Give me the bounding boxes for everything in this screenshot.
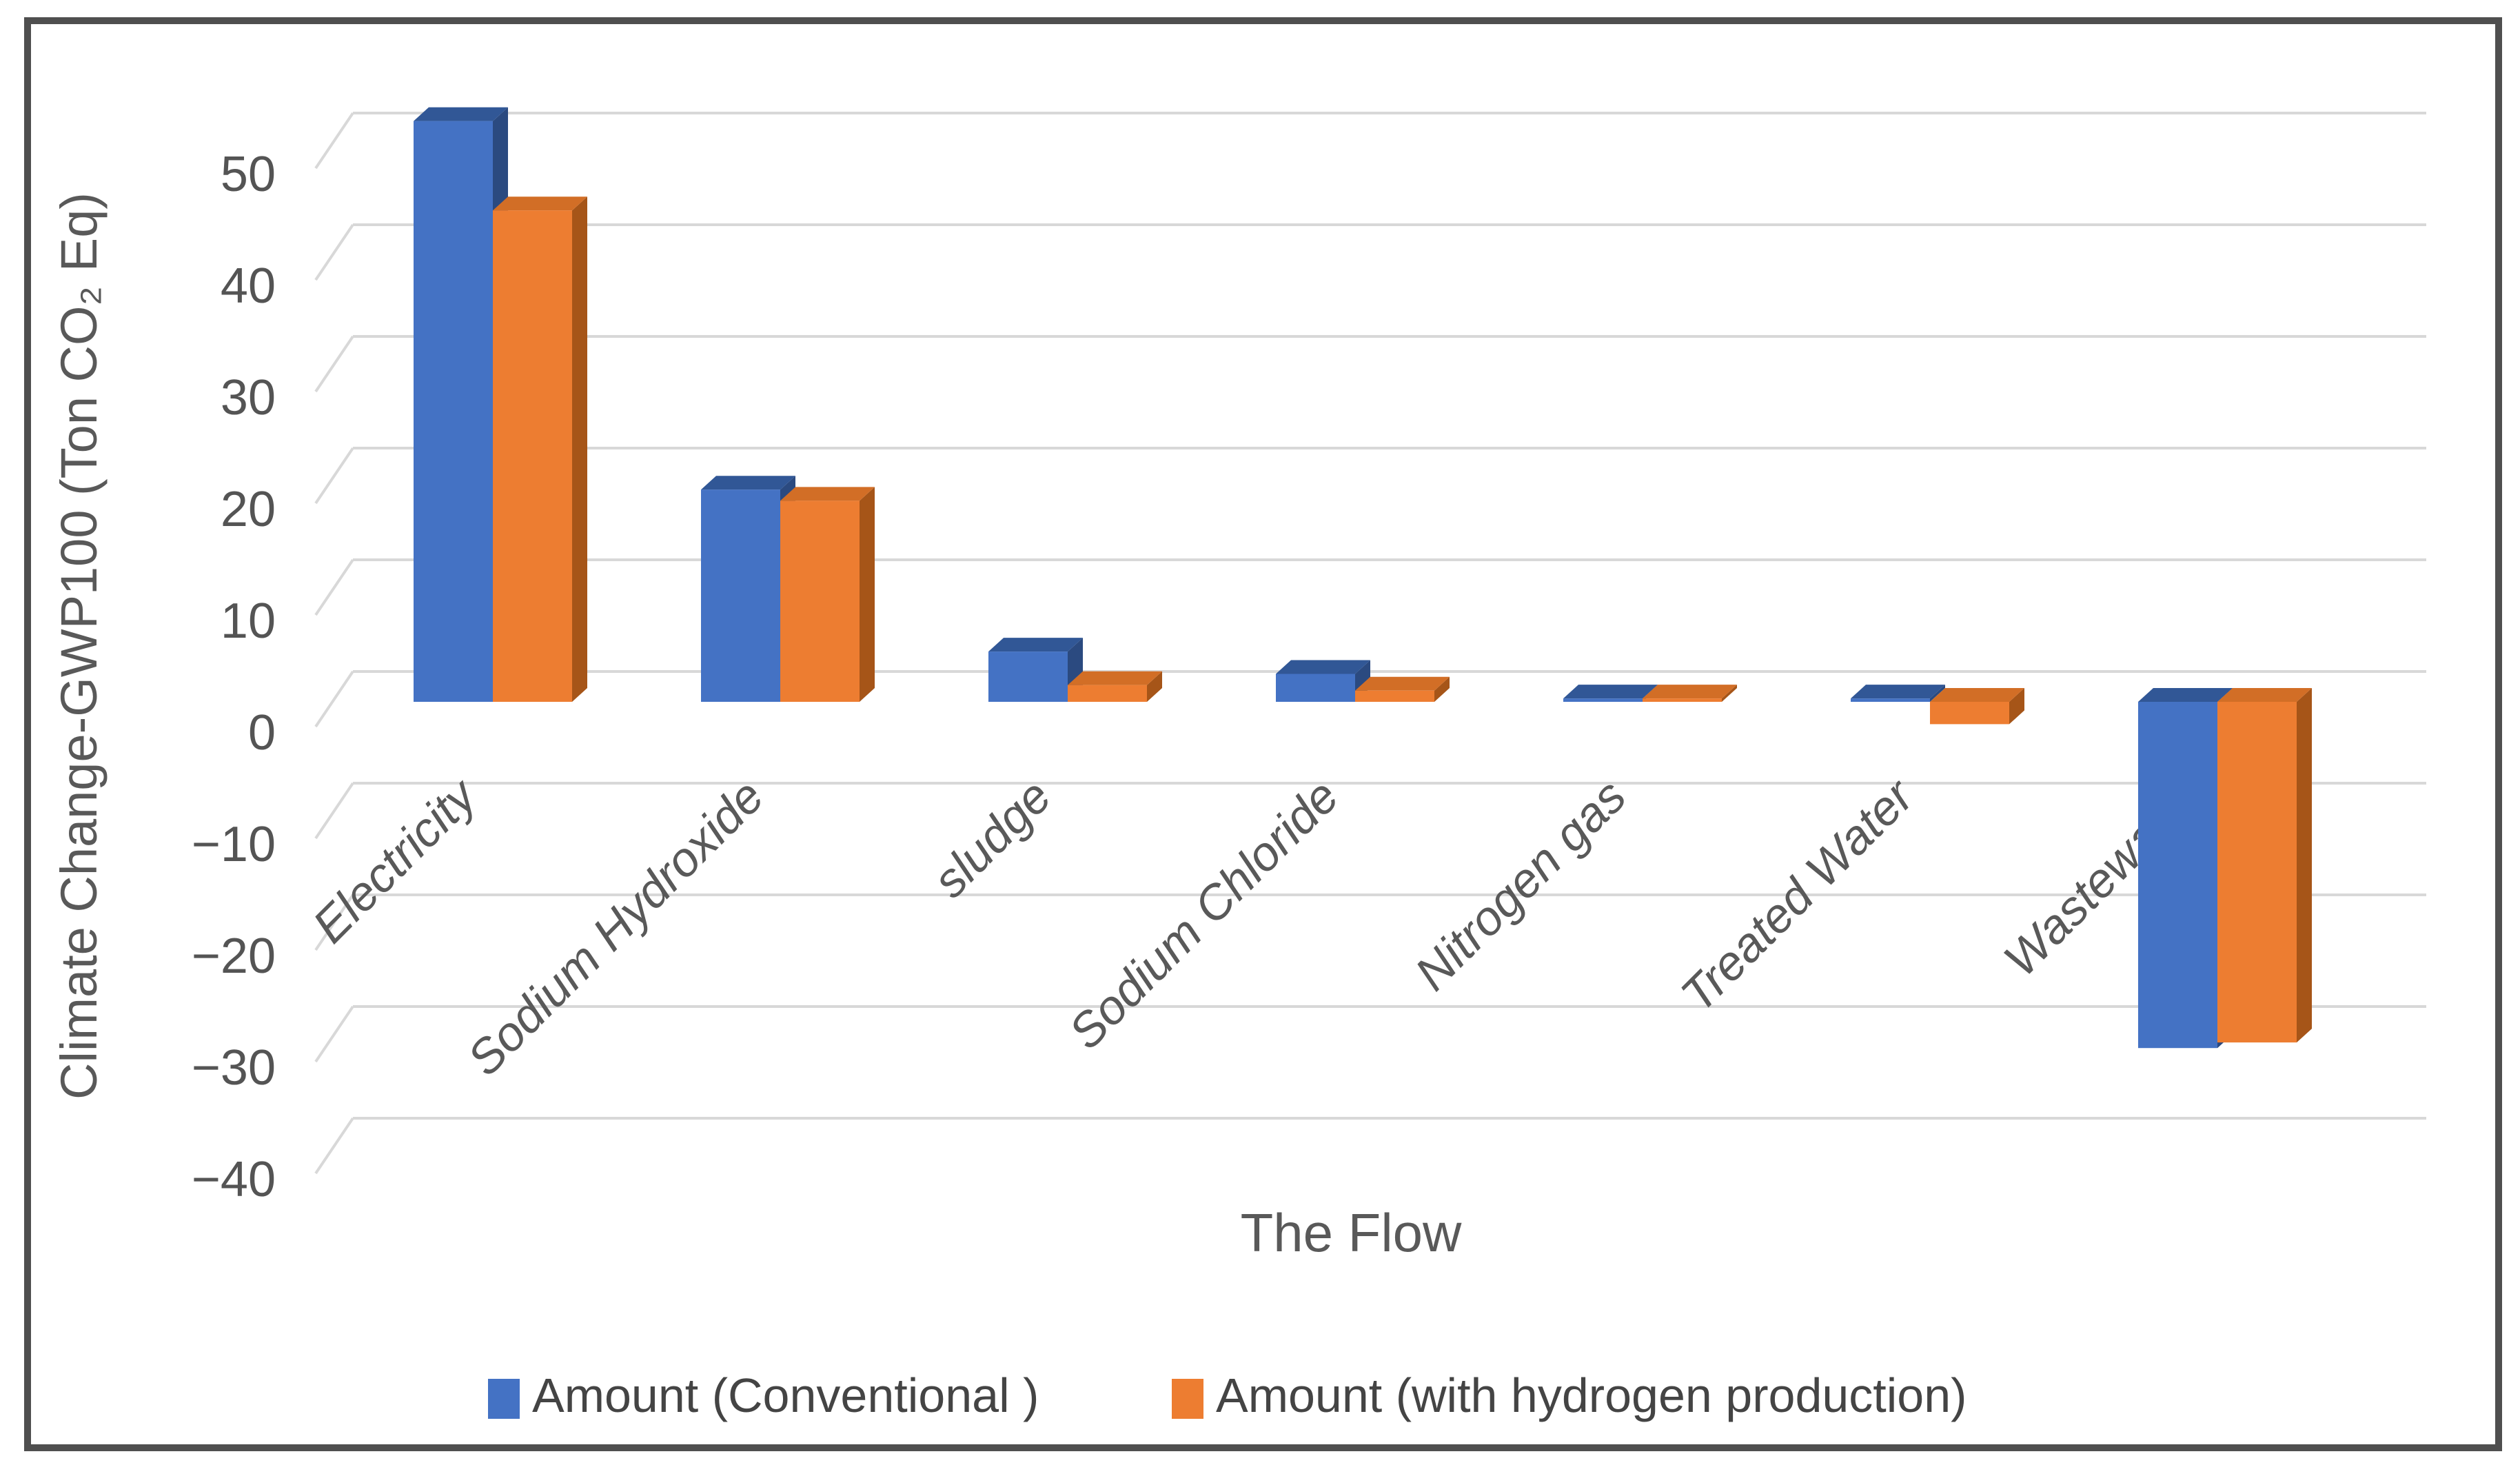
bar-conventional-5 bbox=[1851, 685, 1945, 702]
category-label: Electricity bbox=[303, 767, 489, 953]
category-label: Nitrogen gas bbox=[1405, 769, 1636, 1000]
y-tick-label: 20 bbox=[221, 482, 276, 537]
bar-top-face bbox=[1563, 685, 1658, 699]
bar-side-face bbox=[1147, 671, 1162, 702]
legend-label-conventional: Amount (Conventional ) bbox=[532, 1368, 1039, 1422]
bar-side-face bbox=[1434, 676, 1450, 702]
y-axis-tick-labels: 50 40 30 20 10 0 −10 −20 −30 −40 bbox=[192, 147, 276, 1207]
bar-conventional-3 bbox=[1276, 660, 1370, 702]
bar-hydrogen-2 bbox=[1068, 671, 1162, 702]
bar-top-face bbox=[2138, 688, 2233, 702]
bar-top-face bbox=[1851, 685, 1945, 699]
y-tick-label: 50 bbox=[221, 147, 276, 202]
gridline-depth-tick bbox=[314, 1117, 354, 1175]
y-tick-label: 40 bbox=[221, 259, 276, 314]
y-axis-title: Climate Change-GWP100 (Ton CO₂ Eq) bbox=[50, 192, 108, 1100]
bars-layer bbox=[414, 107, 2312, 1049]
bar-front-face bbox=[1930, 702, 2009, 725]
bar-front-face bbox=[1563, 698, 1643, 702]
bar-top-face bbox=[1355, 676, 1450, 691]
bar-hydrogen-4 bbox=[1643, 685, 1737, 702]
bar-front-face bbox=[493, 210, 572, 702]
y-tick-label: −10 bbox=[192, 817, 276, 872]
bar-top-face bbox=[1068, 671, 1162, 685]
x-axis-title: The Flow bbox=[1241, 1202, 1462, 1263]
bar-front-face bbox=[414, 121, 493, 703]
y-tick-label: 30 bbox=[221, 370, 276, 425]
bar-top-face bbox=[1276, 660, 1370, 674]
bar-hydrogen-1 bbox=[780, 487, 875, 702]
bar-top-face bbox=[414, 107, 508, 121]
bar-side-face bbox=[1930, 685, 1945, 702]
gridline-depth-tick bbox=[314, 447, 354, 505]
bar-top-face bbox=[1643, 685, 1737, 699]
bar-front-face bbox=[780, 501, 860, 702]
gridline-depth-tick bbox=[314, 782, 354, 840]
y-tick-label: −40 bbox=[192, 1152, 276, 1207]
category-label: Sodium Hydroxide bbox=[457, 769, 774, 1086]
legend: Amount (Conventional ) Amount (with hydr… bbox=[488, 1368, 1967, 1422]
bar-top-face bbox=[701, 476, 795, 490]
bar-top-face bbox=[2217, 688, 2312, 702]
bar-hydrogen-6 bbox=[2217, 688, 2312, 1043]
bar-front-face bbox=[1068, 685, 1147, 702]
bar-hydrogen-5 bbox=[1930, 688, 2024, 725]
bar-top-face bbox=[493, 196, 587, 211]
bar-front-face bbox=[701, 489, 780, 702]
legend-swatch-conventional bbox=[488, 1379, 520, 1419]
figure-border bbox=[24, 17, 2502, 1451]
gridline-depth-tick bbox=[314, 1005, 354, 1063]
bar-side-face bbox=[2009, 688, 2024, 725]
gridline-depth-tick bbox=[314, 335, 354, 393]
y-tick-label: −20 bbox=[192, 929, 276, 984]
bar-front-face bbox=[1355, 690, 1434, 702]
bar-top-face bbox=[1930, 688, 2024, 702]
gridline-depth-tick bbox=[314, 893, 354, 951]
gridlines bbox=[314, 112, 2426, 1175]
y-tick-label: 10 bbox=[221, 594, 276, 649]
bar-side-face bbox=[860, 487, 875, 702]
category-label: Sodium Chloride bbox=[1059, 769, 1349, 1059]
bar-side-face bbox=[1722, 685, 1737, 702]
bar-side-face bbox=[2297, 688, 2312, 1043]
category-label: sludge bbox=[923, 769, 1061, 907]
bar-front-face bbox=[1276, 674, 1355, 702]
bar-front-face bbox=[2217, 702, 2297, 1043]
bar-front-face bbox=[988, 651, 1068, 702]
bar-front-face bbox=[1851, 698, 1930, 702]
bar-front-face bbox=[2138, 702, 2217, 1049]
legend-label-hydrogen: Amount (with hydrogen production) bbox=[1216, 1368, 1967, 1422]
legend-swatch-hydrogen bbox=[1172, 1379, 1203, 1419]
gridline-depth-tick bbox=[314, 112, 354, 170]
y-tick-label: 0 bbox=[248, 705, 276, 760]
y-tick-label: −30 bbox=[192, 1040, 276, 1095]
bar-top-face bbox=[780, 487, 875, 501]
bar-side-face bbox=[572, 196, 587, 702]
bar-top-face bbox=[988, 638, 1083, 652]
gridline-depth-tick bbox=[314, 223, 354, 281]
bar-front-face bbox=[1643, 698, 1722, 702]
gridline-depth-tick bbox=[314, 558, 354, 616]
bar-hydrogen-3 bbox=[1355, 676, 1450, 702]
gridline-depth-tick bbox=[314, 670, 354, 728]
bar-hydrogen-0 bbox=[493, 196, 587, 702]
